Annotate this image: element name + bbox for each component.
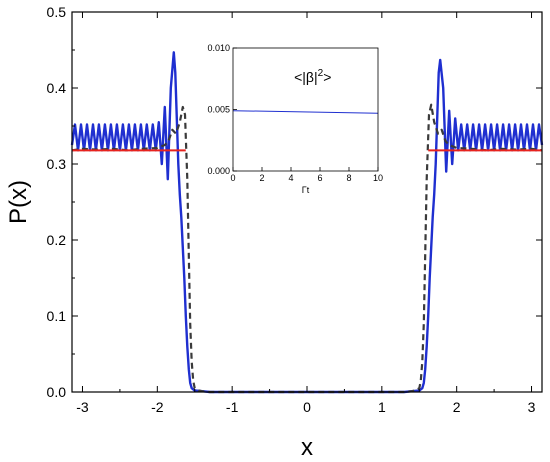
inset-x-tick-label: 2 [259,173,264,183]
y-tick-label: 0.4 [47,80,67,96]
inset-series-layer [232,110,379,114]
inset-x-axis: 0 2 4 6 8 10 [230,167,383,183]
inset-title-base: <|β| [294,69,318,85]
inset-title-end: > [323,69,331,85]
inset-x-axis-title: Γt [302,185,310,195]
series-1-line [71,103,543,394]
y-tick-label: 0.5 [47,4,67,20]
inset-x-tick-label: 0 [230,173,235,183]
x-tick-label: 1 [378,399,386,415]
y-tick-label: 0.1 [47,308,67,324]
y-tick-label: 0.0 [47,384,67,400]
inset-x-tick-label: 8 [346,173,351,183]
x-axis-title: x [301,434,313,461]
main-plot: -3 -2 -1 0 1 2 3 0.0 0.1 0.2 0.3 0.4 0.5 x P(x) [5,4,544,461]
inset-x-tick-label: 10 [373,173,383,183]
inset-y-tick-label: 0.010 [207,43,230,53]
y-tick-label: 0.2 [47,232,67,248]
inset-title: <|β|2> [294,68,331,85]
inset-x-tick-label: 4 [288,173,293,183]
inset-title-superscript: 2 [318,68,324,79]
x-tick-label: -1 [226,399,239,415]
x-tick-label: 0 [303,399,311,415]
x-tick-label: 3 [528,399,536,415]
x-tick-label: 2 [453,399,461,415]
inset-x-tick-label: 6 [317,173,322,183]
y-axis-title: P(x) [5,180,32,224]
x-tick-label: -3 [76,399,89,415]
main-x-axis: -3 -2 -1 0 1 2 3 [76,12,536,415]
y-tick-label: 0.3 [47,156,67,172]
inset-y-tick-label: 0.000 [207,166,230,176]
inset-series-0-line [232,110,379,114]
x-tick-label: -2 [151,399,164,415]
main-y-axis: 0.0 0.1 0.2 0.3 0.4 0.5 [47,4,542,400]
inset-y-axis: 0.000 0.005 0.010 [207,43,237,176]
inset-y-tick-label: 0.005 [207,105,230,115]
inset-background [233,48,378,171]
